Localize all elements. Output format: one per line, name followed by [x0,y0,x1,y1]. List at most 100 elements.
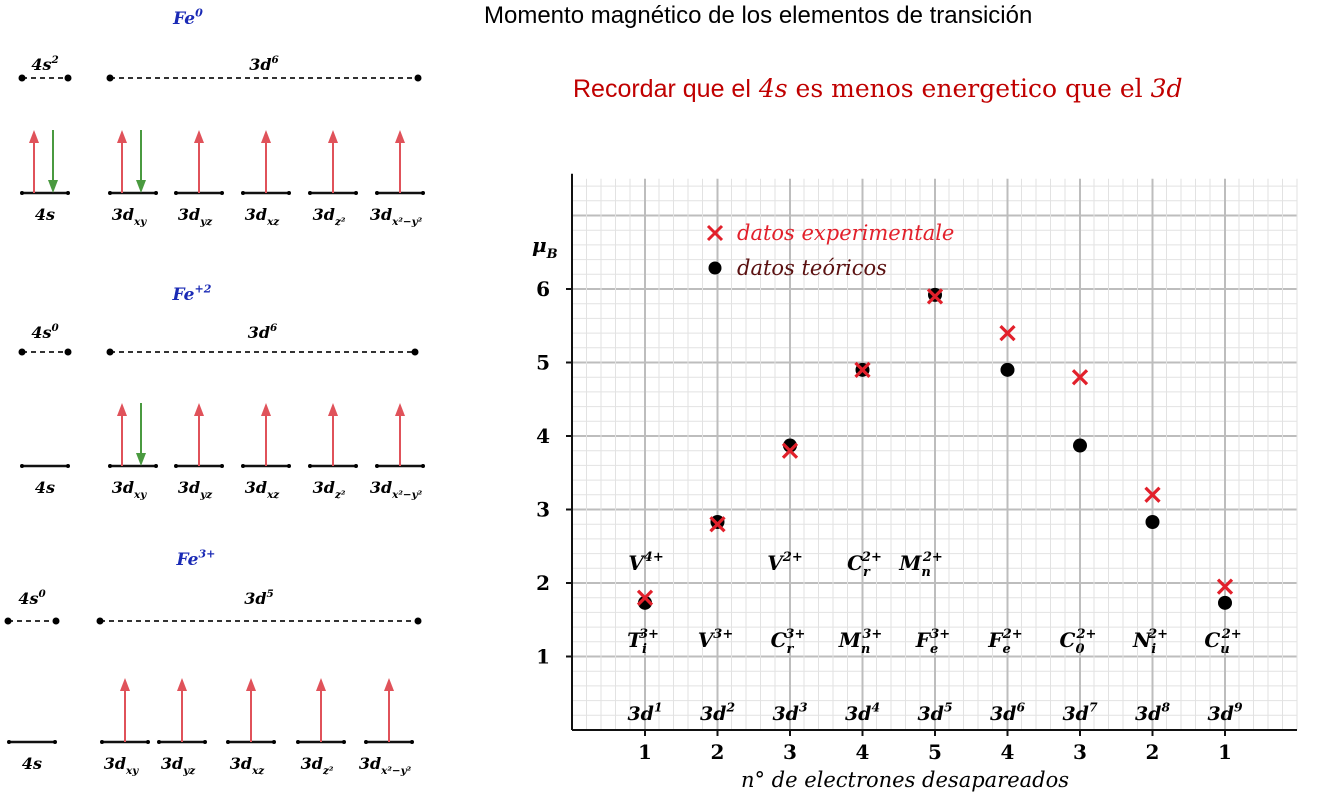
orbital-label-3d: 3dyz [161,754,196,777]
configuration-label-base: 3d [845,703,872,725]
orbital-endpoint [146,740,150,744]
x-tick-label: 2 [711,740,725,764]
configuration-label-base: 3d [917,703,944,725]
lower-ion-label-sub: n [861,642,870,657]
ion-label-sup: 3+ [199,547,216,560]
s-shell-label-base: 4s [31,323,51,342]
electron-down-arrow [48,130,58,193]
orbital-label-3d-base: 3d [112,205,134,224]
s-shell-label-sup: 0 [38,588,46,600]
electron-up-arrow-head [316,678,326,691]
configuration-label-base: 3d [627,703,654,725]
upper-ion-label-sup: 4+ [644,550,664,565]
upper-ion-label: Mn2+ [898,550,943,580]
dash-endpoint [4,617,12,625]
upper-ion-label-base: M [898,551,922,575]
orbital-label-3d-base: 3d [161,754,183,773]
configuration-label: 3d8 [1135,699,1171,725]
lower-ion-label: Fe2+ [987,627,1022,657]
orbital-label-3d: 3dxz [245,478,281,501]
orbital-label-3d-base: 3d [112,478,134,497]
ion-label-base: Fe [172,285,195,305]
x-axis-label: n° de electrones desapareados [741,768,1069,792]
d-shell-label-sup: 6 [270,322,277,334]
electron-up-arrow-head [246,678,256,691]
orbital-label-3d-sub: yz [182,765,196,777]
lower-ion-label: Cr3+ [771,627,806,657]
electron-up-arrow-head [395,130,405,143]
lower-ion-label-base: C [771,628,787,652]
lower-ion-label-sub: e [930,642,938,657]
dash-endpoint [414,617,422,625]
data-point-experimental [1216,578,1234,595]
s-shell-label-base: 4s [18,589,38,608]
orbital-label-3d: 3dxz [230,754,266,777]
electron-up-arrow [328,403,338,466]
electron-up-arrow-head [395,403,405,416]
y-tick-label: 2 [536,571,550,595]
electron-down-arrow [136,130,146,193]
lower-ion-label-sup: 3+ [930,627,950,642]
configuration-label-sup: 9 [1234,699,1243,714]
data-point-experimental [636,589,654,606]
lower-ion-label-base: V [698,628,716,652]
orbital-label-3d-base: 3d [245,205,267,224]
electron-up-arrow-head [261,403,271,416]
lower-ion-label: C02+ [1060,627,1097,657]
orbital-endpoint [375,191,379,195]
legend: datos experimentale datos teóricos [706,221,954,280]
legend-label-theoretical: datos teóricos [737,256,887,280]
lower-ion-label-sub: e [1002,642,1010,657]
orbital-label-4s: 4s [22,754,42,773]
orbital-label-3d-base: 3d [301,754,323,773]
lower-ion-label-base: F [915,628,932,652]
dash-endpoint [18,74,26,82]
configuration-label-sup: 8 [1161,699,1170,714]
electron-up-arrow-head [384,678,394,691]
configuration-label: 3d9 [1207,699,1243,725]
s-shell-label-sup: 0 [51,322,59,334]
orbital-endpoint [287,464,291,468]
electron-up-arrow [117,403,127,466]
s-shell-label: 4s0 [18,588,46,608]
dash-endpoint [106,74,114,82]
magnetic-moment-chart: 1 2 3 4 5 6 μB 1 2 3 4 5 4 3 2 1 n° de electrones desapa… [532,173,1298,792]
y-axis-label-sub: B [546,247,558,262]
data-point-theoretical [1000,362,1015,377]
lower-ion-label-base: M [838,628,862,652]
orbital-endpoint [421,464,425,468]
d-shell-label-base: 3d [244,589,266,608]
configuration-label-sup: 4 [871,699,880,714]
dash-endpoint [106,348,114,356]
upper-ion-label-sup: 2+ [861,550,882,565]
x-tick-label: 1 [638,740,652,764]
y-tick-label: 3 [536,498,550,522]
ion-label: Fe+2 [172,282,212,305]
lower-ion-label-base: C [1060,628,1076,652]
orbital-label-3d-sub: xy [133,216,147,228]
lower-ion-label-sup: 2+ [1002,627,1023,642]
orbital-label-3d: 3dz² [301,754,334,777]
configuration-label: 3d6 [990,699,1026,725]
electron-up-arrow-head [328,403,338,416]
data-point-experimental [1071,369,1089,386]
orbital-label-3d-base: 3d [245,478,267,497]
orbital-endpoint [364,740,368,744]
orbital-label-3d-base: 3d [178,478,200,497]
y-tick-label: 6 [536,277,550,301]
orbital-label-3d-sub: yz [199,216,213,228]
upper-ion-label-sub: n [921,565,930,580]
configuration-label-sup: 7 [1089,699,1098,714]
orbital-endpoint [220,191,224,195]
lower-ion-label: Mn3+ [838,627,883,657]
lower-ion-label: Fe3+ [915,627,950,657]
x-tick-label: 4 [1001,740,1015,764]
dash-endpoint [52,617,60,625]
y-tick-label: 1 [536,645,550,669]
x-tick-label: 2 [1146,740,1160,764]
orbital-label-3d: 3dyz [178,205,213,228]
lower-ion-label-base: N [1132,628,1152,652]
orbital-label-3d-sub: z² [322,765,334,777]
